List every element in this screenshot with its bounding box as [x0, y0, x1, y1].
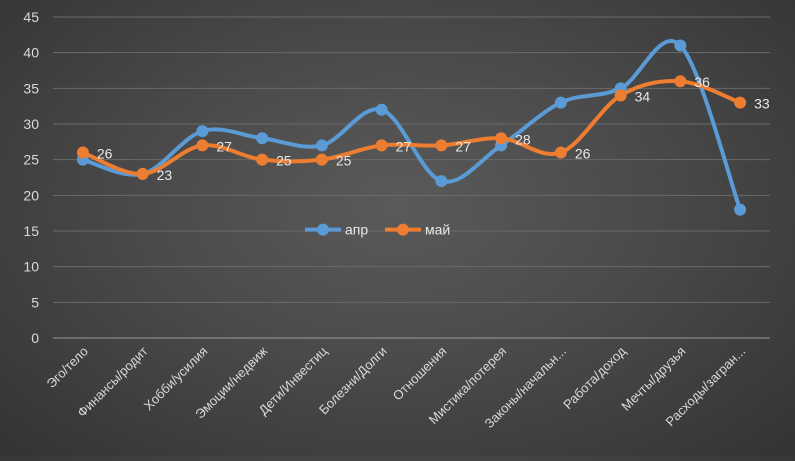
- y-tick-label: 10: [23, 259, 39, 275]
- data-point: [674, 75, 687, 88]
- series-line: [80, 39, 743, 212]
- legend-item-апр: апр: [305, 222, 368, 238]
- y-tick-label: 40: [23, 45, 39, 61]
- data-point: [554, 96, 567, 109]
- data-point: [734, 203, 747, 216]
- x-tick-label: Отношения: [390, 344, 450, 404]
- data-label: 26: [97, 146, 113, 162]
- y-tick-label: 25: [23, 152, 39, 168]
- data-point: [554, 146, 567, 159]
- legend: апр май: [305, 222, 450, 238]
- data-point: [674, 39, 687, 52]
- data-point: [136, 167, 149, 180]
- series-апр: [76, 39, 747, 216]
- data-point: [435, 139, 448, 152]
- data-point: [256, 153, 269, 166]
- legend-swatch-marker: [317, 223, 329, 236]
- y-tick-label: 5: [31, 294, 39, 310]
- y-tick-label: 0: [31, 330, 39, 346]
- data-point: [375, 103, 388, 116]
- data-label: 27: [396, 138, 412, 154]
- x-tick-label: Эго/тело: [43, 344, 91, 392]
- legend-label: апр: [345, 222, 368, 238]
- data-point: [435, 175, 448, 188]
- data-label: 27: [455, 138, 471, 154]
- data-point: [256, 132, 269, 145]
- data-point: [196, 125, 209, 138]
- legend-item-май: май: [385, 222, 450, 238]
- legend-label: май: [425, 222, 450, 238]
- data-label: 27: [216, 138, 232, 154]
- data-point: [315, 153, 328, 166]
- data-label: 36: [694, 74, 710, 90]
- series-group: [76, 39, 747, 216]
- data-label: 33: [754, 96, 770, 112]
- data-point: [375, 139, 388, 152]
- series-май: [76, 75, 747, 180]
- data-label: 25: [336, 153, 352, 169]
- y-tick-label: 30: [23, 116, 39, 132]
- data-point: [614, 89, 627, 102]
- data-point: [315, 139, 328, 152]
- y-tick-label: 45: [23, 9, 39, 25]
- legend-swatch-marker: [397, 223, 409, 236]
- data-point: [76, 146, 89, 159]
- y-tick-label: 35: [23, 80, 39, 96]
- data-point: [495, 132, 508, 145]
- data-point: [734, 96, 747, 109]
- data-labels: 26 23 27 25 25 27 27 28 26 34 36 33: [97, 74, 770, 183]
- data-label: 34: [635, 88, 651, 104]
- data-label: 26: [575, 146, 591, 162]
- y-tick-label: 15: [23, 223, 39, 239]
- data-label: 23: [157, 167, 173, 183]
- data-label: 28: [515, 131, 531, 147]
- data-point: [196, 139, 209, 152]
- y-tick-label: 20: [23, 187, 39, 203]
- data-label: 25: [276, 153, 292, 169]
